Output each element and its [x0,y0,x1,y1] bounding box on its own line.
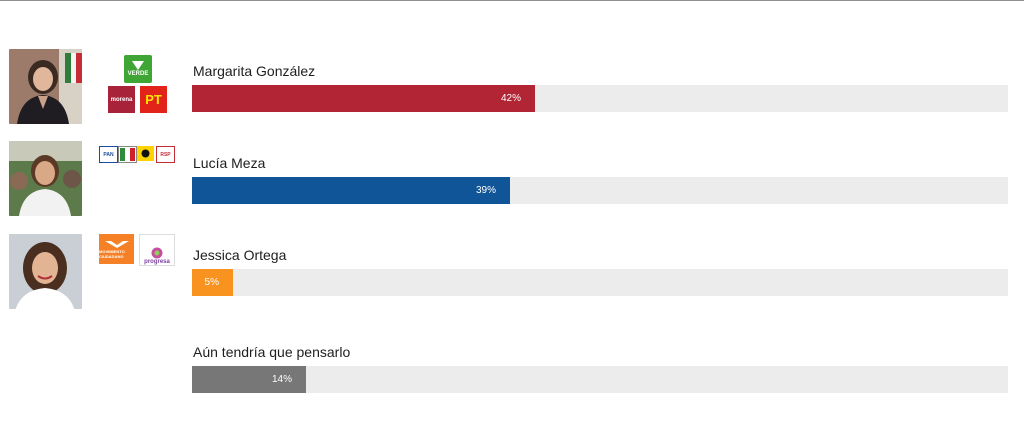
bar-track: 42% [192,85,1008,112]
rsp-party-logo: RSP [156,146,175,163]
top-divider [0,0,1024,1]
candidate-name: Lucía Meza [193,155,266,171]
candidate-name: Jessica Ortega [193,247,287,263]
candidate-photo-lucia [9,141,82,216]
progresa-emblem-icon [151,247,163,259]
bar-track: 39% [192,177,1008,204]
bar-track: 14% [192,366,1008,393]
toucan-icon [132,61,144,70]
pan-party-logo: PAN [99,146,118,163]
bar-jessica: 5% [192,269,233,296]
bar-undecided: 14% [192,366,306,393]
progresa-party-logo: progresa [139,234,175,266]
movimiento-ciudadano-logo: MOVIMIENTO CIUDADANO [99,234,134,264]
candidate-name: Margarita González [193,63,316,79]
bar-margarita: 42% [192,85,535,112]
verde-party-logo: VERDE [124,55,152,83]
pri-party-logo [118,146,137,163]
bar-track: 5% [192,269,1008,296]
bar-value-label: 14% [271,374,292,385]
option-name-undecided: Aún tendría que pensarlo [193,344,351,360]
bar-value-label: 5% [204,277,219,288]
morena-party-logo: morena [108,86,135,113]
candidate-photo-jessica [9,234,82,309]
eagle-icon [104,241,129,248]
prd-party-logo [137,146,154,161]
bar-lucia: 39% [192,177,510,204]
pt-party-logo: PT [140,86,167,113]
bar-value-label: 39% [475,185,496,196]
candidate-photo-margarita [9,49,82,124]
bar-value-label: 42% [500,93,521,104]
